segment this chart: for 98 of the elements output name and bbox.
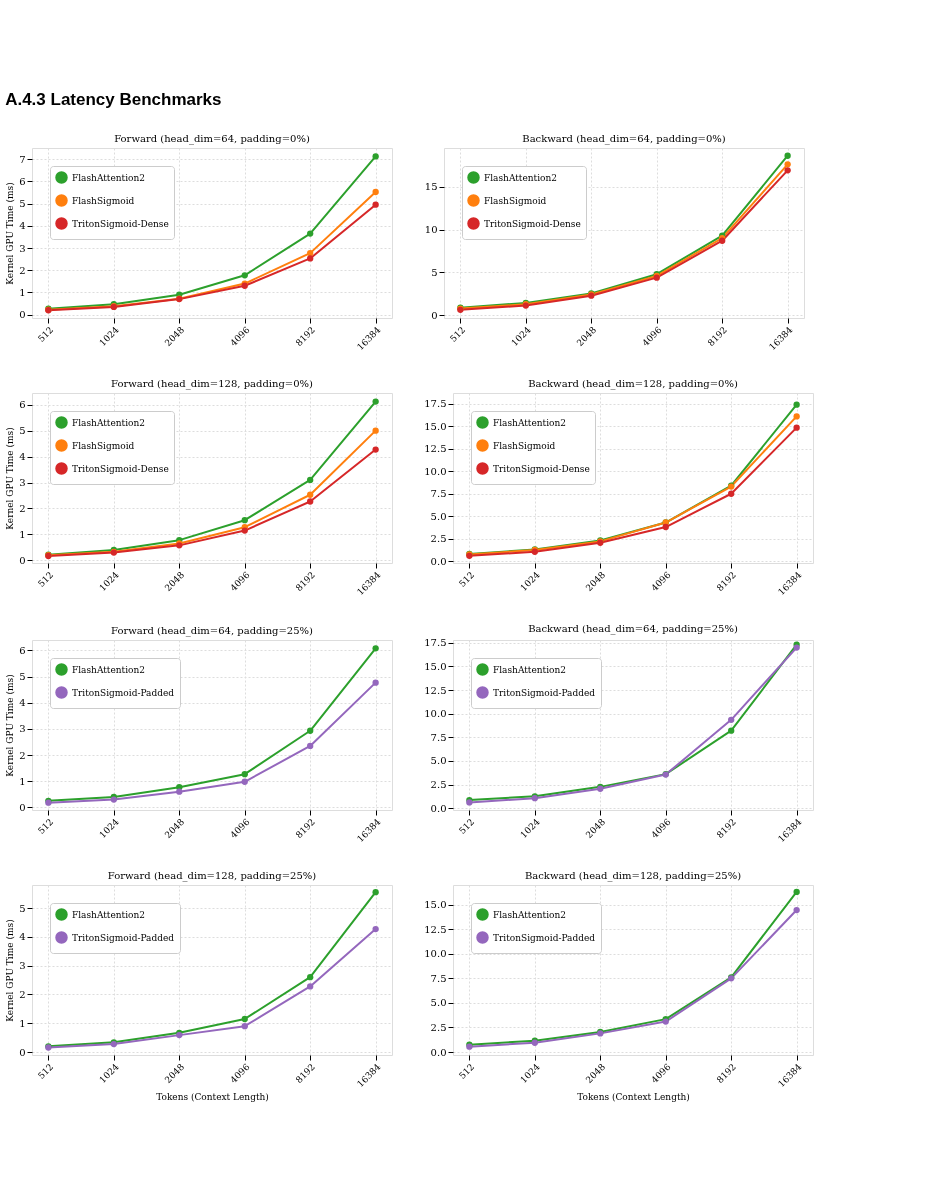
y-tick-label: 1	[19, 528, 26, 540]
y-tick-label: 5	[431, 266, 438, 278]
y-tick-label: 3	[19, 477, 26, 489]
y-tick-label: 2.5	[430, 779, 447, 790]
y-tick-label: 1	[19, 286, 26, 298]
x-axis-title: Tokens (Context Length)	[156, 1092, 269, 1103]
legend-label: TritonSigmoid-Dense	[493, 463, 590, 474]
y-tick-label: 17.5	[424, 398, 447, 410]
y-tick-label: 17.5	[424, 637, 447, 649]
y-tick-label: 4	[19, 220, 26, 232]
y-axis-title: Kernel GPU Time (ms)	[5, 427, 16, 530]
y-tick-label: 2	[19, 988, 26, 1000]
legend-label: FlashAttention2	[484, 172, 558, 183]
legend-label: FlashAttention2	[72, 172, 146, 183]
y-tick-label: 12.5	[424, 923, 447, 935]
y-tick-label: 0	[19, 309, 26, 321]
y-tick-label: 15.0	[424, 420, 447, 432]
x-tick-label: 512	[457, 569, 477, 590]
y-tick-label: 2	[19, 749, 26, 761]
legend-label: FlashAttention2	[493, 909, 567, 920]
y-tick-label: 10.0	[424, 948, 447, 960]
y-tick-label: 4	[19, 451, 26, 463]
legend-label: FlashAttention2	[72, 909, 146, 920]
chart-title: Backward (head_dim=64, padding=25%)	[528, 622, 738, 635]
legend-label: FlashAttention2	[72, 417, 146, 428]
text: A.4.3 Latency Benchmarks	[5, 89, 222, 109]
y-tick-label: 2.5	[430, 533, 447, 545]
y-tick-label: 6	[19, 644, 26, 656]
x-tick-label: 512	[36, 816, 56, 837]
y-tick-label: 10	[424, 224, 438, 236]
chart-title: Forward (head_dim=64, padding=0%)	[114, 133, 310, 145]
y-tick-label: 0.0	[430, 802, 447, 814]
y-tick-label: 7	[19, 153, 26, 165]
y-tick-label: 5	[19, 425, 26, 437]
x-tick-label: 512	[448, 324, 468, 345]
y-tick-label: 0.0	[430, 555, 447, 567]
chart-title: Backward (head_dim=128, padding=0%)	[528, 378, 738, 390]
y-tick-label: 12.5	[424, 443, 447, 455]
legend-label: FlashAttention2	[493, 417, 567, 428]
y-tick-label: 10.0	[424, 708, 447, 720]
legend-label: FlashSigmoid	[484, 195, 547, 206]
y-tick-label: 5	[19, 902, 26, 914]
y-tick-label: 3	[19, 723, 26, 735]
y-tick-label: 5	[19, 198, 26, 210]
x-tick-label: 512	[36, 569, 56, 590]
y-tick-label: 2	[19, 264, 26, 276]
y-tick-label: 5.0	[430, 510, 447, 522]
y-tick-label: 0	[431, 309, 438, 321]
x-tick-label: 512	[457, 1061, 477, 1082]
chart-title: Backward (head_dim=64, padding=0%)	[522, 133, 726, 145]
chart-title: Backward (head_dim=128, padding=25%)	[524, 870, 742, 882]
y-tick-label: 0.0	[430, 1046, 447, 1058]
x-axis-title: Tokens (Context Length)	[577, 1092, 690, 1103]
y-tick-label: 10.0	[424, 465, 447, 477]
y-tick-label: 15	[424, 181, 438, 193]
y-axis-title: Kernel GPU Time (ms)	[5, 182, 16, 285]
y-tick-label: 1	[19, 775, 26, 787]
legend-label: TritonSigmoid-Padded	[72, 687, 175, 698]
y-tick-label: 0	[19, 1046, 26, 1058]
chart-title: Forward (head_dim=64, padding=25%)	[111, 625, 314, 637]
legend-label: TritonSigmoid-Dense	[72, 218, 169, 229]
y-tick-label: 7.5	[430, 731, 447, 743]
y-tick-label: 3	[19, 242, 26, 254]
y-tick-label: 12.5	[424, 684, 447, 696]
legend-label: FlashSigmoid	[72, 440, 135, 451]
chart-title: Forward (head_dim=128, padding=0%)	[111, 378, 314, 390]
y-tick-label: 15.0	[424, 660, 447, 672]
y-tick-label: 15.0	[424, 899, 447, 911]
y-tick-label: 7.5	[430, 488, 447, 500]
y-axis-title: Kernel GPU Time (ms)	[5, 919, 16, 1022]
y-tick-label: 7.5	[430, 972, 447, 984]
y-tick-label: 3	[19, 960, 26, 972]
x-tick-label: 512	[36, 1061, 56, 1082]
y-tick-label: 5	[19, 671, 26, 683]
legend-label: TritonSigmoid-Padded	[493, 932, 596, 943]
y-tick-label: 6	[19, 175, 26, 187]
y-tick-label: 4	[19, 697, 26, 709]
y-tick-label: 2	[19, 503, 26, 514]
y-tick-label: 6	[19, 399, 26, 411]
y-tick-label: 5.0	[430, 755, 447, 767]
y-tick-label: 2.5	[430, 1021, 447, 1033]
legend-label: FlashAttention2	[493, 664, 567, 675]
x-tick-label: 512	[457, 816, 477, 837]
legend-label: TritonSigmoid-Dense	[72, 463, 169, 474]
y-tick-label: 0	[19, 554, 26, 566]
y-tick-label: 0	[19, 801, 26, 813]
y-tick-label: 4	[19, 931, 26, 943]
y-axis-title: Kernel GPU Time (ms)	[5, 674, 16, 777]
y-tick-label: 1	[19, 1017, 26, 1029]
legend-label: TritonSigmoid-Dense	[484, 218, 581, 229]
y-tick-label: 5.0	[430, 997, 447, 1009]
legend-label: FlashSigmoid	[493, 440, 556, 451]
legend-label: TritonSigmoid-Padded	[493, 687, 596, 698]
chart-title: Forward (head_dim=128, padding=25%)	[107, 870, 317, 882]
x-tick-label: 512	[36, 324, 56, 345]
legend-label: TritonSigmoid-Padded	[72, 932, 175, 943]
legend-label: FlashSigmoid	[72, 195, 135, 206]
legend-label: FlashAttention2	[72, 664, 146, 675]
